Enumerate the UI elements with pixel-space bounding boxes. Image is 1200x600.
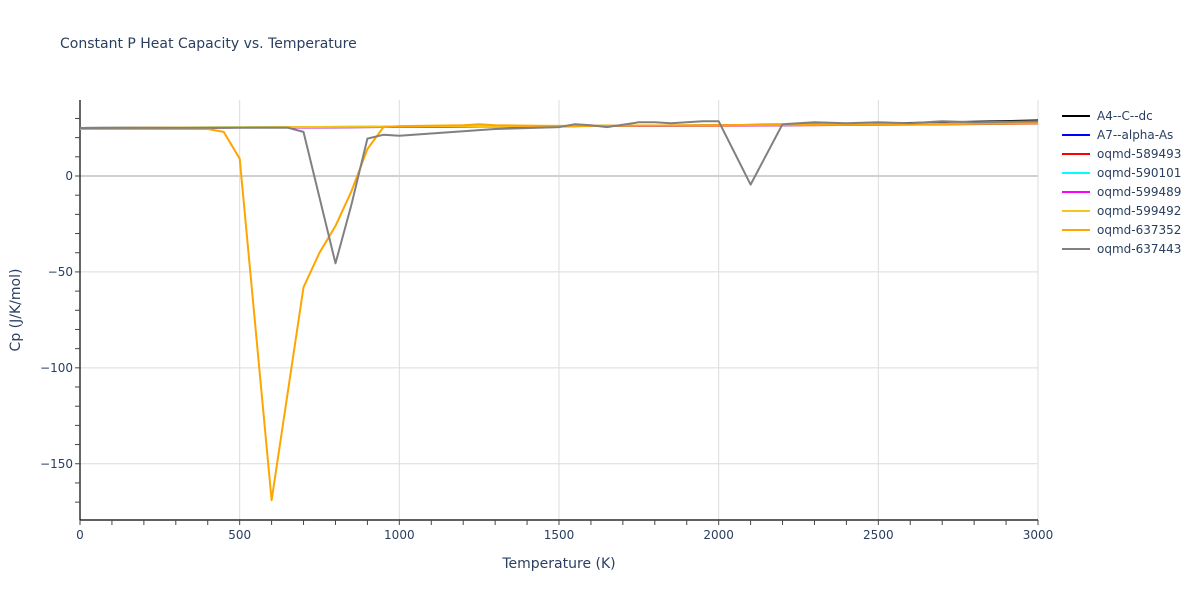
line-swatch-icon (1062, 133, 1090, 136)
legend-item[interactable]: oqmd-599492 (1062, 201, 1181, 220)
y-tick-label: 0 (65, 169, 73, 183)
y-tick-label: −50 (48, 265, 73, 279)
legend-label: oqmd-599492 (1097, 203, 1182, 218)
line-swatch-icon (1062, 152, 1090, 155)
legend-item[interactable]: A4--C--dc (1062, 106, 1181, 125)
line-swatch-icon (1062, 209, 1090, 212)
legend-label: A7--alpha-As (1097, 127, 1174, 142)
legend-item[interactable]: oqmd-637443 (1062, 239, 1181, 258)
legend-item[interactable]: oqmd-637352 (1062, 220, 1181, 239)
legend-label: A4--C--dc (1097, 108, 1153, 123)
legend-item[interactable]: oqmd-599489 (1062, 182, 1181, 201)
line-swatch-icon (1062, 228, 1090, 231)
x-tick-label: 3000 (1023, 528, 1054, 542)
legend-label: oqmd-589493 (1097, 146, 1182, 161)
legend-label: oqmd-637443 (1097, 241, 1182, 256)
line-swatch-icon (1062, 247, 1090, 250)
legend-item[interactable]: oqmd-590101 (1062, 163, 1181, 182)
legend: A4--C--dc A7--alpha-As oqmd-589493 oqmd-… (1062, 106, 1181, 258)
x-tick-label: 0 (76, 528, 84, 542)
grid-lines (80, 100, 1039, 520)
x-tick-label: 1000 (384, 528, 415, 542)
line-swatch-icon (1062, 114, 1090, 117)
legend-label: oqmd-637352 (1097, 222, 1182, 237)
x-tick-label: 2500 (863, 528, 894, 542)
y-tick-label: −100 (40, 361, 73, 375)
legend-item[interactable]: oqmd-589493 (1062, 144, 1181, 163)
line-swatch-icon (1062, 171, 1090, 174)
axes: 0 500 1000 1500 2000 2500 3000 0 −50 −100 −150 (40, 100, 1053, 542)
legend-label: oqmd-590101 (1097, 165, 1182, 180)
legend-item[interactable]: A7--alpha-As (1062, 125, 1181, 144)
line-swatch-icon (1062, 190, 1090, 193)
y-axis-title: Cp (J/K/mol) (8, 269, 24, 352)
x-tick-label: 2000 (703, 528, 734, 542)
series-lines (79, 119, 1039, 502)
x-tick-label: 500 (228, 528, 251, 542)
series-line[interactable] (79, 120, 1039, 265)
chart-title: Constant P Heat Capacity vs. Temperature (60, 36, 357, 52)
legend-label: oqmd-599489 (1097, 184, 1182, 199)
y-tick-label: −150 (40, 457, 73, 471)
x-axis-title: Temperature (K) (501, 556, 615, 572)
x-tick-label: 1500 (544, 528, 575, 542)
